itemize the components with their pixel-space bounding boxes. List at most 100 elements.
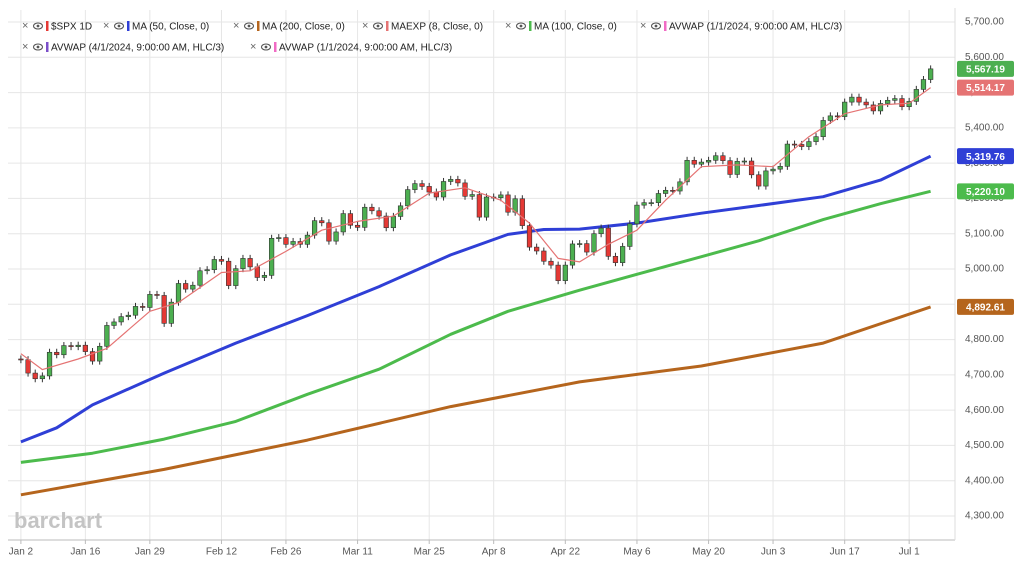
candle-body (125, 314, 131, 317)
candle-body (218, 259, 225, 262)
candle-body (412, 183, 418, 190)
candle-body (89, 351, 96, 362)
legend-close[interactable]: × (640, 20, 646, 32)
legend-eye[interactable] (32, 43, 44, 51)
candle-body (175, 283, 182, 303)
candle-body (46, 351, 53, 377)
legend-eye[interactable] (515, 22, 527, 30)
candle-body (612, 255, 619, 263)
candle-body (469, 194, 475, 197)
candle-body (620, 246, 626, 263)
candle-body (111, 321, 117, 326)
candle-body (476, 194, 482, 218)
candle-body (283, 237, 289, 245)
candle-body (842, 101, 848, 117)
legend-eye[interactable] (650, 22, 662, 30)
candle-body (347, 213, 354, 226)
candle-body (813, 136, 819, 142)
candle-body (354, 224, 361, 228)
x-tick-label: Feb 12 (206, 547, 238, 558)
candle-body (147, 294, 153, 308)
x-tick-label: Jul 1 (899, 547, 921, 558)
x-tick-label: Apr 8 (482, 547, 506, 558)
x-tick-label: May 6 (623, 547, 651, 558)
legend-eye[interactable] (260, 43, 272, 51)
last-value-label: 4,892.61 (966, 303, 1005, 314)
legend-eye-pupil (36, 45, 40, 49)
candle-body (405, 189, 411, 207)
legend-close[interactable]: × (362, 20, 368, 32)
candle-body (741, 160, 747, 163)
legend-label: MA (200, Close, 0) (262, 22, 345, 33)
candle-body (591, 233, 597, 253)
candle-body (75, 344, 81, 347)
legend-eye[interactable] (32, 22, 44, 30)
legend-label: MA (50, Close, 0) (132, 22, 209, 33)
legend-swatch (127, 21, 130, 31)
y-tick-label: 5,400.00 (965, 122, 1004, 133)
legend-eye-pupil (247, 24, 251, 28)
moving-average-line (20, 305, 932, 497)
x-tick-label: Jun 17 (830, 547, 860, 558)
last-value-label: 5,220.10 (966, 187, 1005, 198)
candle-body (885, 100, 891, 104)
candle-body (727, 160, 733, 175)
candle-body (777, 166, 783, 170)
candle-body (118, 316, 124, 323)
y-tick-label: 4,800.00 (965, 334, 1004, 345)
candle-body (154, 294, 160, 296)
legend-close[interactable]: × (22, 41, 28, 53)
candle-body (928, 68, 934, 80)
candle-body (132, 306, 139, 316)
x-tick-label: Jan 29 (135, 547, 165, 558)
y-tick-label: 4,700.00 (965, 370, 1004, 381)
candle-body (770, 168, 776, 172)
candle-body (254, 266, 260, 278)
legend-eye[interactable] (113, 22, 125, 30)
moving-average-line (20, 154, 932, 444)
legend-eye[interactable] (243, 22, 255, 30)
legend-label: AVWAP (4/1/2024, 9:00:00 AM, HLC/3) (51, 43, 224, 54)
legend-label: MA (100, Close, 0) (534, 22, 617, 33)
candle-body (247, 258, 253, 268)
candle-body (526, 225, 533, 248)
candle-body (534, 246, 540, 252)
legend-close[interactable]: × (505, 20, 511, 32)
last-value-box (957, 60, 1014, 77)
plot-area (18, 65, 934, 497)
candle-body (806, 141, 812, 147)
candle-body (684, 160, 690, 183)
candle-body (426, 186, 432, 193)
legend-close[interactable]: × (233, 20, 239, 32)
candle-body (756, 174, 762, 187)
candle-body (734, 161, 740, 175)
legend-eye-pupil (519, 24, 523, 28)
y-tick-label: 4,400.00 (965, 475, 1004, 486)
candle-body (197, 270, 203, 286)
candle-body (555, 264, 561, 281)
moving-average-line (20, 87, 931, 371)
candle-body (849, 96, 855, 103)
legend-close[interactable]: × (22, 20, 28, 32)
legend-close[interactable]: × (103, 20, 109, 32)
candle-body (419, 183, 425, 187)
y-tick-label: 4,300.00 (965, 511, 1004, 522)
candle-body (892, 98, 898, 101)
x-tick-label: Jan 2 (9, 547, 34, 558)
candle-body (791, 143, 798, 146)
legend-swatch (257, 21, 260, 31)
legend-label: AVWAP (1/1/2024, 9:00:00 AM, HLC/3) (279, 43, 452, 54)
candle-body (655, 193, 662, 203)
y-tick-label: 5,100.00 (965, 228, 1004, 239)
candle-body (748, 160, 755, 176)
candle-body (25, 359, 31, 374)
legend-eye[interactable] (372, 22, 384, 30)
last-value-box (957, 183, 1014, 200)
candle-body (276, 237, 282, 239)
candle-body (326, 222, 332, 242)
candle-body (641, 202, 647, 206)
candle-body (340, 213, 346, 233)
candle-body (698, 161, 705, 165)
legend-close[interactable]: × (250, 41, 256, 53)
